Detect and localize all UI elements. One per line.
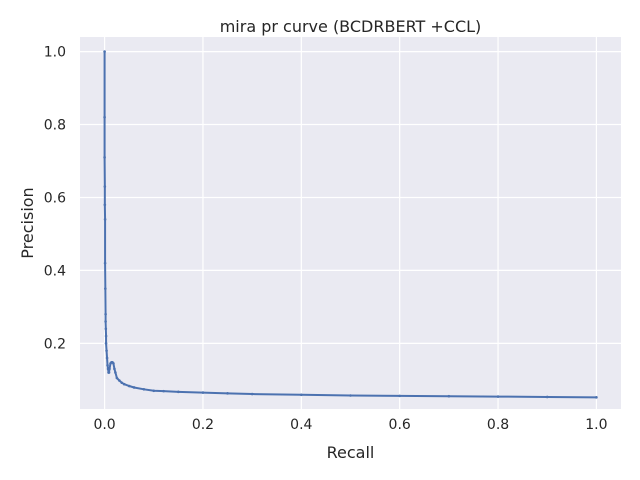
pr-curve-point bbox=[108, 367, 111, 371]
pr-curve-point bbox=[106, 363, 109, 367]
y-tick-label: 0.4 bbox=[44, 263, 66, 279]
pr-curve-point bbox=[103, 115, 106, 119]
pr-curve-point bbox=[127, 384, 131, 388]
pr-curve-point bbox=[162, 389, 165, 393]
pr-curve-point bbox=[104, 334, 108, 338]
pr-curve-point bbox=[103, 218, 107, 221]
pr-curve-point bbox=[104, 327, 108, 331]
x-tick-label: 0.6 bbox=[389, 417, 411, 433]
pr-curve-point bbox=[112, 362, 115, 365]
pr-curve-point bbox=[105, 349, 108, 352]
pr-curve-point bbox=[132, 386, 136, 389]
pr-curve-point bbox=[104, 342, 108, 345]
pr-curve-point bbox=[496, 395, 500, 398]
plot-background bbox=[80, 37, 621, 409]
pr-curve-point bbox=[114, 371, 117, 374]
x-tick-labels: 0.0 0.2 0.4 0.6 0.8 1.0 bbox=[93, 417, 607, 433]
pr-curve-point bbox=[104, 287, 107, 290]
pr-curve-point bbox=[103, 203, 107, 207]
y-tick-labels: 0.2 0.4 0.6 0.8 1.0 bbox=[44, 45, 66, 353]
pr-curve-point bbox=[447, 394, 451, 398]
pr-curve-point bbox=[142, 388, 146, 391]
x-tick-label: 1.0 bbox=[585, 417, 607, 433]
y-tick-label: 1.0 bbox=[44, 45, 66, 61]
pr-curve-point bbox=[595, 396, 598, 399]
pr-curve-point bbox=[105, 356, 109, 360]
pr-curve-point bbox=[118, 379, 121, 382]
pr-curve-point bbox=[104, 312, 107, 316]
pr-curve-point bbox=[103, 156, 106, 159]
y-tick-label: 0.2 bbox=[44, 336, 66, 352]
chart-title: mira pr curve (BCDRBERT +CCL) bbox=[220, 17, 482, 36]
x-axis-label: Recall bbox=[327, 443, 375, 462]
pr-curve-point bbox=[103, 261, 107, 265]
y-axis-label: Precision bbox=[18, 187, 37, 258]
pr-curve-point bbox=[201, 391, 205, 394]
pr-curve-point bbox=[300, 393, 303, 397]
y-tick-label: 0.6 bbox=[44, 190, 66, 206]
x-tick-label: 0.4 bbox=[290, 417, 312, 433]
pr-curve-point bbox=[103, 185, 107, 188]
pr-curve-point bbox=[226, 392, 229, 395]
series-layer bbox=[103, 50, 598, 399]
pr-curve-point bbox=[177, 390, 180, 394]
pr-curve-point bbox=[250, 392, 254, 396]
pr-curve-point bbox=[120, 381, 124, 385]
grid-lines bbox=[80, 37, 621, 409]
pr-curve-point bbox=[115, 376, 119, 380]
pr-curve-point bbox=[545, 395, 549, 399]
pr-curve-point bbox=[122, 382, 126, 386]
x-tick-label: 0.2 bbox=[192, 417, 214, 433]
pr-curve-point bbox=[398, 394, 401, 398]
y-tick-label: 0.8 bbox=[44, 118, 66, 134]
pr-curve-point bbox=[107, 371, 111, 374]
pr-curve-point bbox=[113, 367, 116, 371]
pr-curve-point bbox=[103, 50, 106, 53]
pr-curve-point bbox=[152, 389, 156, 393]
pr-curve-point bbox=[104, 320, 107, 323]
x-tick-label: 0.8 bbox=[487, 417, 509, 433]
pr-curve-point bbox=[349, 394, 352, 397]
x-tick-label: 0.0 bbox=[93, 417, 115, 433]
